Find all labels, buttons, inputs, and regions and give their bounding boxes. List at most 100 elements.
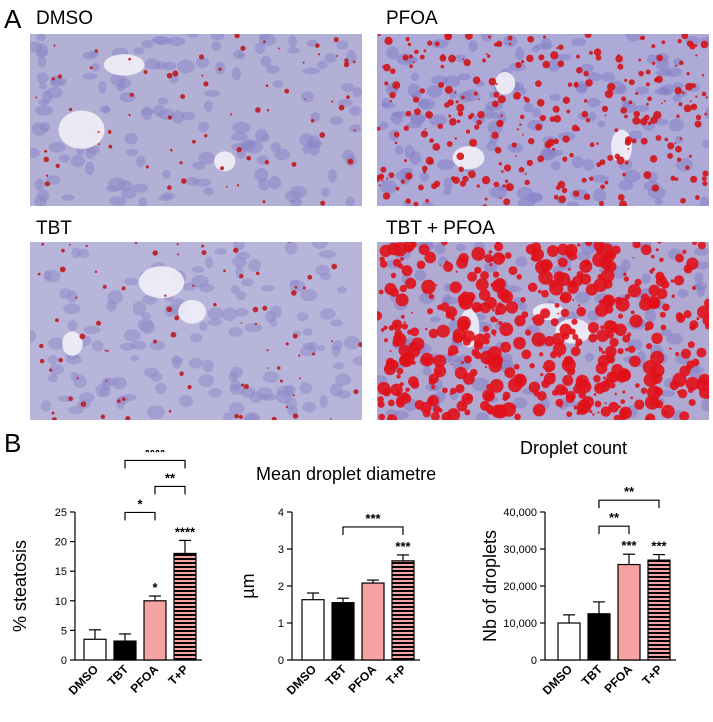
nucleus-mark (289, 280, 306, 293)
comparison-bracket (598, 525, 630, 535)
lipid-droplet (476, 119, 482, 126)
lipid-droplet (237, 184, 240, 187)
lipid-droplet (655, 271, 665, 281)
lipid-droplet (576, 54, 580, 59)
lipid-droplet (704, 323, 709, 330)
lipid-droplet (634, 278, 642, 286)
nucleus-mark (195, 57, 210, 68)
lipid-droplet (567, 82, 573, 87)
lipid-droplet (632, 256, 635, 259)
lipid-droplet (503, 331, 508, 336)
lipid-droplet (631, 138, 637, 144)
lipid-droplet (532, 314, 545, 326)
lipid-droplet (385, 357, 395, 367)
nucleus-mark (302, 67, 320, 75)
lipid-droplet (400, 257, 404, 261)
lipid-droplet (623, 272, 627, 276)
nucleus-mark (462, 89, 480, 102)
lipid-droplet (166, 72, 173, 79)
lipid-droplet (702, 170, 709, 177)
lipid-droplet (521, 311, 529, 319)
lipid-droplet (664, 137, 669, 142)
lipid-droplet (418, 244, 430, 256)
significance-label: **** (175, 524, 196, 539)
lipid-droplet (605, 345, 617, 358)
lipid-droplet (480, 271, 490, 280)
lipid-droplet (594, 303, 609, 317)
bar-pfoa (361, 582, 385, 661)
lipid-droplet (491, 308, 495, 312)
lipid-droplet (408, 54, 413, 59)
lipid-droplet (650, 254, 655, 259)
lipid-droplet (266, 108, 270, 112)
lipid-droplet (706, 394, 709, 400)
lipid-droplet (526, 159, 534, 167)
y-tick-label: 4 (278, 507, 284, 519)
lipid-droplet (469, 138, 478, 147)
lipid-droplet (388, 414, 392, 418)
lipid-droplet (628, 79, 635, 86)
lipid-droplet (702, 379, 708, 385)
nucleus-mark (704, 107, 709, 119)
lipid-droplet (440, 302, 450, 312)
nucleus-mark (287, 47, 300, 54)
significance-label: *** (621, 538, 637, 553)
nucleus-mark (571, 156, 584, 169)
lipid-droplet (413, 201, 419, 206)
lipid-droplet (624, 78, 628, 82)
nucleus-mark (40, 400, 52, 412)
lipid-droplet (603, 320, 616, 333)
lipid-droplet (512, 373, 527, 388)
nucleus-mark (234, 308, 249, 317)
lipid-droplet (399, 284, 407, 293)
nucleus-mark (107, 290, 123, 305)
lipid-droplet (585, 283, 598, 296)
lipid-droplet (383, 63, 391, 72)
lipid-droplet (428, 377, 436, 386)
nucleus-mark (284, 190, 301, 203)
lipid-droplet (545, 366, 552, 373)
nucleus-mark (228, 371, 239, 382)
lipid-droplet (542, 60, 551, 69)
lipid-droplet (494, 146, 502, 154)
lipid-droplet (540, 373, 544, 377)
lipid-droplet (535, 123, 543, 131)
lipid-droplet (578, 380, 592, 394)
lipid-droplet (527, 137, 535, 145)
nucleus-mark (181, 111, 196, 121)
significance-label: * (152, 580, 158, 595)
lipid-droplet (482, 58, 486, 63)
lipid-droplet (79, 333, 86, 340)
lipid-droplet (581, 177, 587, 183)
lipid-droplet (285, 342, 289, 346)
lipid-droplet (675, 145, 682, 153)
lipid-droplet (469, 368, 478, 377)
nucleus-mark (43, 270, 52, 281)
nucleus-mark (654, 88, 672, 96)
lipid-droplet (516, 273, 523, 280)
lipid-droplet (683, 104, 692, 113)
lipid-droplet (679, 137, 683, 140)
lipid-droplet (476, 184, 480, 188)
lipid-droplet (405, 172, 413, 180)
lipid-droplet (203, 81, 209, 87)
lipid-droplet (378, 289, 384, 295)
nucleus-mark (489, 186, 507, 199)
lipid-droplet (542, 262, 550, 271)
lipid-droplet (424, 251, 437, 264)
lipid-droplet (377, 316, 380, 319)
lipid-droplet (94, 49, 99, 53)
lipid-droplet (620, 107, 628, 114)
vessel-lumen (495, 71, 516, 95)
bar-tp (647, 559, 671, 661)
x-tick-label: PFOA (128, 662, 162, 696)
nucleus-mark (193, 178, 212, 187)
lipid-droplet (625, 347, 629, 352)
lipid-droplet (458, 295, 470, 307)
lipid-droplet (553, 138, 560, 145)
lipid-droplet (537, 289, 542, 294)
lipid-droplet (389, 287, 399, 297)
lipid-droplet (278, 47, 280, 50)
nucleus-mark (208, 388, 223, 398)
